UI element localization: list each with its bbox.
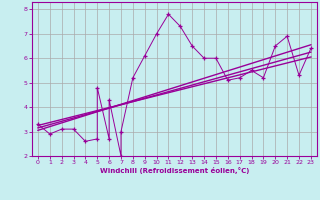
X-axis label: Windchill (Refroidissement éolien,°C): Windchill (Refroidissement éolien,°C) — [100, 167, 249, 174]
